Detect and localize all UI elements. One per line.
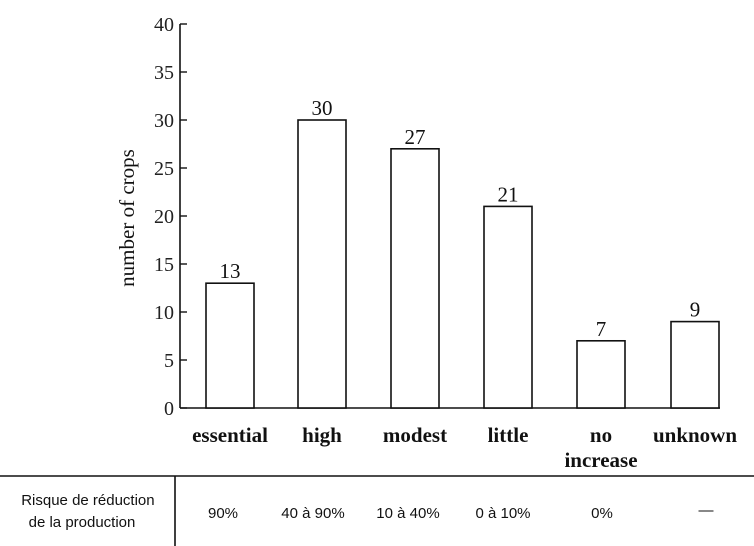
data-label: 7 [596, 317, 607, 341]
data-label: 30 [312, 96, 333, 120]
bar [670, 320, 720, 409]
data-label: 13 [220, 259, 241, 283]
table-cell: 0% [591, 505, 613, 522]
data-label: 21 [498, 182, 519, 206]
bar [483, 205, 533, 409]
category-label: no [590, 423, 612, 447]
y-tick-label: 20 [154, 206, 174, 228]
bar [390, 148, 440, 409]
category-label: little [488, 423, 529, 447]
y-axis-label: number of crops [115, 149, 139, 287]
table-cell: — [699, 502, 714, 519]
table-cell: 10 à 40% [376, 505, 439, 522]
category-label: essential [192, 423, 268, 447]
bar [205, 282, 255, 409]
y-tick-label: 5 [164, 350, 174, 372]
y-tick-label: 40 [154, 14, 174, 36]
table-row-header-line-1: Risque de réduction [21, 492, 154, 509]
category-label: unknown [653, 423, 737, 447]
table-row-header: Risque de réduction de la production [21, 492, 159, 531]
y-tick-label: 0 [164, 398, 174, 420]
y-tick-label: 30 [154, 110, 174, 132]
y-tick-label: 25 [154, 158, 174, 180]
y-tick-label: 10 [154, 302, 174, 324]
y-tick-label: 15 [154, 254, 174, 276]
table-cell: 90% [208, 505, 238, 522]
category-label: modest [383, 423, 447, 447]
table-values: 90% 40 à 90% 10 à 40% 0 à 10% 0% — [208, 502, 714, 522]
category-label: high [302, 423, 342, 447]
table-cell: 0 à 10% [475, 505, 530, 522]
category-label: increase [564, 448, 637, 472]
y-tick-label: 35 [154, 62, 174, 84]
data-label: 27 [405, 125, 426, 149]
table-cell: 40 à 90% [281, 505, 344, 522]
bar [297, 119, 347, 409]
bars [205, 119, 720, 409]
data-label: 9 [690, 298, 701, 322]
data-labels: 13 30 27 21 7 9 [220, 96, 701, 341]
table-row-header-line-2: de la production [29, 514, 136, 531]
bar [576, 339, 626, 409]
y-axis [179, 23, 720, 409]
y-tick-labels: 0 5 10 15 20 25 30 35 40 [154, 14, 174, 420]
